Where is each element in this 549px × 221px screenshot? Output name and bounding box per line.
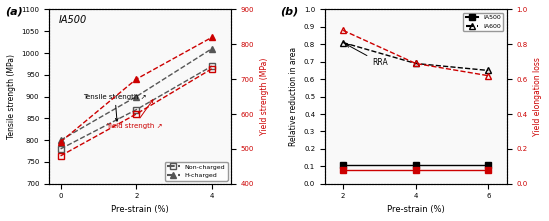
Y-axis label: Relative reduction in area: Relative reduction in area bbox=[289, 47, 299, 146]
Text: RRA: RRA bbox=[346, 44, 388, 67]
Text: Tensile strength ↗: Tensile strength ↗ bbox=[83, 94, 147, 121]
X-axis label: Pre-strain (%): Pre-strain (%) bbox=[111, 205, 169, 214]
Text: Yield strength ↗: Yield strength ↗ bbox=[106, 100, 163, 129]
Legend: Non-charged, H-charged: Non-charged, H-charged bbox=[165, 162, 228, 181]
Text: (a): (a) bbox=[5, 7, 23, 17]
Text: (b): (b) bbox=[280, 7, 298, 17]
Y-axis label: Yield strength (MPa): Yield strength (MPa) bbox=[260, 58, 268, 135]
Legend: IA500, IA600: IA500, IA600 bbox=[463, 13, 503, 31]
Text: IA500: IA500 bbox=[58, 15, 87, 25]
Y-axis label: Tensile strength (MPa): Tensile strength (MPa) bbox=[7, 54, 16, 139]
X-axis label: Pre-strain (%): Pre-strain (%) bbox=[387, 205, 445, 214]
Y-axis label: Yield elongation loss: Yield elongation loss bbox=[533, 57, 542, 136]
